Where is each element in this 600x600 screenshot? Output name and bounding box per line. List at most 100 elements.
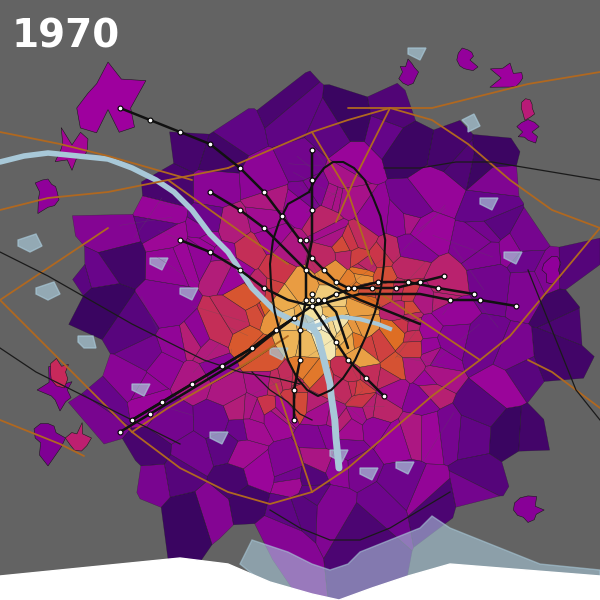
Polygon shape [505,356,544,403]
Polygon shape [271,284,299,312]
Polygon shape [193,399,229,439]
Polygon shape [142,221,188,252]
Polygon shape [272,227,310,267]
Polygon shape [480,198,498,210]
Polygon shape [180,288,198,300]
Polygon shape [335,322,353,350]
Polygon shape [360,364,380,391]
Polygon shape [299,297,323,323]
Polygon shape [194,170,241,208]
Polygon shape [242,371,271,397]
Polygon shape [514,496,544,523]
Polygon shape [300,400,331,425]
Polygon shape [367,83,416,128]
Polygon shape [179,321,201,361]
Polygon shape [326,452,349,488]
Polygon shape [217,257,255,295]
Polygon shape [507,250,545,273]
Polygon shape [284,265,319,303]
Polygon shape [452,378,506,427]
Polygon shape [466,166,519,196]
Polygon shape [267,368,283,396]
Polygon shape [421,337,441,355]
Polygon shape [187,237,215,256]
Polygon shape [408,48,426,60]
Polygon shape [413,370,437,386]
Polygon shape [430,347,465,372]
Polygon shape [274,466,302,482]
Polygon shape [290,493,317,543]
Polygon shape [254,515,328,600]
Polygon shape [312,226,346,247]
Polygon shape [348,294,380,310]
Polygon shape [352,332,365,349]
Polygon shape [517,119,539,143]
Polygon shape [360,335,379,361]
Polygon shape [490,63,523,87]
Polygon shape [18,234,42,252]
Polygon shape [244,392,257,419]
Polygon shape [413,278,433,314]
Polygon shape [333,374,352,404]
Polygon shape [275,394,299,428]
Polygon shape [469,364,527,409]
Polygon shape [65,422,91,451]
Polygon shape [278,359,293,390]
Polygon shape [386,199,406,238]
Polygon shape [243,419,274,446]
Polygon shape [102,291,159,354]
Polygon shape [170,132,209,173]
Polygon shape [244,269,267,300]
Polygon shape [187,203,223,232]
Polygon shape [338,419,364,441]
Polygon shape [213,109,268,156]
Polygon shape [268,437,304,477]
Polygon shape [348,448,384,493]
Polygon shape [529,289,580,328]
Polygon shape [245,207,289,234]
Polygon shape [258,254,297,284]
Polygon shape [307,390,330,413]
Polygon shape [330,356,361,382]
Polygon shape [427,121,473,172]
Polygon shape [303,171,329,206]
Polygon shape [260,305,283,337]
Polygon shape [350,248,370,268]
Polygon shape [225,419,247,441]
Polygon shape [150,258,168,270]
Polygon shape [360,468,378,480]
Polygon shape [510,207,550,251]
Polygon shape [300,315,315,330]
Polygon shape [286,356,320,379]
Polygon shape [142,163,194,208]
Polygon shape [209,295,250,334]
Polygon shape [78,336,96,348]
Polygon shape [173,241,199,289]
Polygon shape [362,392,377,420]
Polygon shape [199,232,222,247]
Polygon shape [35,179,59,214]
Polygon shape [353,314,380,338]
Polygon shape [131,372,169,400]
Polygon shape [408,478,456,547]
Polygon shape [244,449,274,493]
Polygon shape [227,440,269,469]
Polygon shape [271,407,296,430]
Polygon shape [336,269,356,294]
Polygon shape [34,424,65,466]
Polygon shape [338,184,378,221]
Polygon shape [354,274,373,284]
Polygon shape [193,339,230,364]
Polygon shape [98,242,146,289]
Polygon shape [356,481,413,551]
Polygon shape [433,292,462,311]
Polygon shape [461,242,501,271]
Polygon shape [382,121,434,179]
Polygon shape [322,183,338,210]
Polygon shape [310,367,334,400]
Polygon shape [373,394,403,422]
Polygon shape [403,357,425,383]
Polygon shape [85,246,119,288]
Polygon shape [296,330,320,358]
Polygon shape [333,439,371,461]
